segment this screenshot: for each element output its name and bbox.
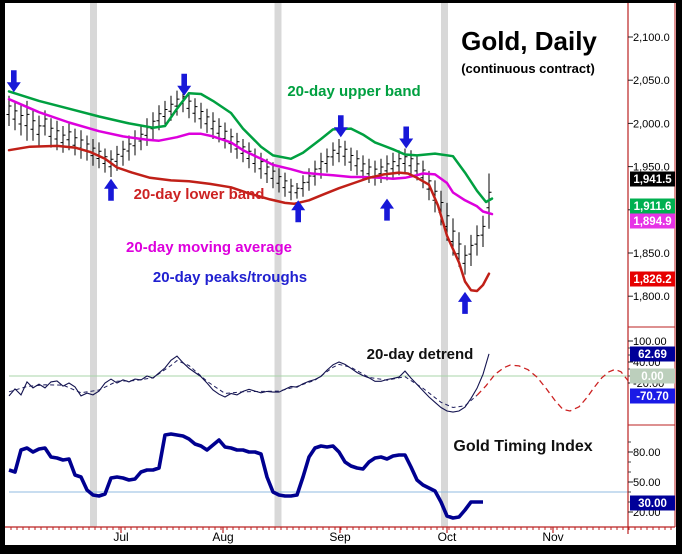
price-tick-label: 1,950.0: [633, 162, 670, 174]
month-label: Aug: [212, 530, 233, 544]
up-arrow-icon: [291, 200, 306, 223]
page-title: Gold, Daily: [461, 26, 597, 56]
-day-lower-band-line: [7, 144, 491, 293]
price-bars: [6, 88, 492, 275]
price-value-box: [630, 171, 675, 187]
timing-panel-label: Gold Timing Index: [453, 438, 593, 455]
month-label: Sep: [329, 530, 351, 544]
price-value-box-label: 1,894.9: [633, 216, 671, 228]
price-tick-label: 1,850.0: [633, 248, 670, 260]
month-label: Oct: [438, 530, 457, 544]
down-arrow-icon: [399, 126, 414, 149]
down-arrow-icon: [333, 115, 348, 138]
detrend-tick-label: 100.00: [633, 336, 667, 348]
price-value-box: [630, 213, 675, 229]
upper-band-label: 20-day upper band: [287, 83, 421, 100]
cycle-stripe: [274, 3, 282, 527]
price-value-box-label: 1,911.6: [634, 201, 672, 213]
price-value-box: [630, 198, 675, 214]
lower-band-label: 20-day lower band: [133, 186, 265, 203]
cycle-stripe: [90, 3, 97, 527]
detrend-value-box-label: 0.00: [641, 371, 663, 383]
price-tick-label: 2,000.0: [633, 118, 670, 130]
daily-ticks: [10, 527, 672, 530]
detrend-smoothed-dashed-line: [8, 360, 478, 409]
month-label: Nov: [542, 530, 563, 544]
price-tick-label: 2,100.0: [633, 32, 670, 44]
timing-tick-label: 80.00: [633, 447, 661, 459]
timing-tick-label: 50.00: [633, 477, 661, 489]
detrend-value-box-label: 62.69: [638, 349, 667, 361]
price-value-box-label: 1,826.2: [633, 274, 671, 286]
down-arrow-icon: [6, 70, 21, 93]
moving-average-label: 20-day moving average: [126, 239, 292, 256]
price-tick-label: 2,050.0: [633, 75, 670, 87]
up-arrow-icon: [380, 198, 394, 221]
timing-value-box: [630, 495, 675, 511]
price-value-box: [630, 271, 675, 287]
timing-value-box-label: 30.00: [638, 498, 667, 510]
detrend-value-box: [630, 346, 675, 362]
up-arrow-icon: [104, 178, 118, 201]
detrend-projection-dashed-line: [476, 364, 629, 412]
detrend-panel-label: 20-day detrend: [366, 346, 474, 363]
detrend-value-box: [630, 368, 675, 384]
up-arrow-icon: [458, 291, 472, 314]
cycle-stripe: [441, 3, 448, 527]
down-arrow-icon: [177, 73, 192, 96]
detrend-value-box-label: -70.70: [636, 391, 669, 403]
month-label: Jul: [113, 530, 128, 544]
price-value-box-label: 1,941.5: [633, 174, 672, 186]
detrend-value-box: [630, 388, 675, 404]
peaks-troughs-label: 20-day peaks/troughs: [152, 269, 308, 286]
price-tick-label: 1,800.0: [633, 291, 670, 303]
-day-upper-band-line: [7, 90, 494, 204]
timing-index-line: [8, 432, 483, 520]
detrend-line: [8, 353, 490, 413]
page-subtitle: (continuous contract): [461, 61, 595, 76]
-day-moving-average-line: [7, 97, 494, 216]
